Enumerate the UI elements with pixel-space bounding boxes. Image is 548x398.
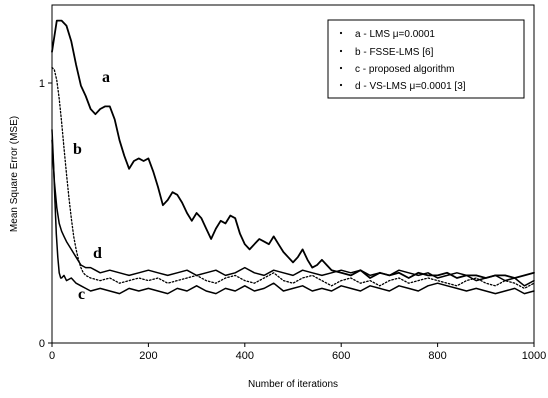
legend-marker-c bbox=[339, 66, 343, 70]
x-tick-label: 0 bbox=[49, 350, 55, 362]
x-tick-label: 400 bbox=[236, 350, 254, 362]
y-axis-label: Mean Square Error (MSE) bbox=[9, 116, 20, 232]
curve-label-c: c bbox=[78, 286, 85, 303]
curve-label-b: b bbox=[73, 141, 82, 158]
x-tick-label: 1000 bbox=[522, 350, 546, 362]
legend-marker-b bbox=[339, 49, 343, 53]
series-line-b bbox=[51, 66, 535, 290]
y-tick-label: 1 bbox=[39, 78, 45, 90]
series-line-d bbox=[51, 139, 535, 287]
y-tick-label: 0 bbox=[39, 338, 45, 350]
series-line-a bbox=[51, 19, 535, 279]
legend-box bbox=[327, 19, 525, 99]
legend-entry-b: b - FSSE-LMS [6] bbox=[355, 47, 434, 58]
x-axis: 0 200 400 600 800 1000 bbox=[49, 343, 546, 362]
curve-label-d: d bbox=[93, 245, 102, 262]
x-tick-label: 600 bbox=[332, 350, 350, 362]
series-line-c bbox=[51, 129, 535, 295]
legend: a - LMS μ=0.0001 b - FSSE-LMS [6] c - pr… bbox=[327, 19, 525, 99]
x-tick-label: 200 bbox=[139, 350, 157, 362]
x-axis-label: Number of iterations bbox=[248, 379, 338, 390]
legend-entry-c: c - proposed algorithm bbox=[355, 64, 455, 75]
legend-entry-d: d - VS-LMS μ=0.0001 [3] bbox=[355, 81, 466, 92]
series-layer bbox=[51, 19, 535, 295]
legend-marker-a bbox=[339, 31, 343, 35]
y-axis: 01 bbox=[39, 78, 52, 350]
curve-label-a: a bbox=[102, 69, 110, 86]
x-tick-label: 800 bbox=[428, 350, 446, 362]
legend-entry-a: a - LMS μ=0.0001 bbox=[355, 29, 435, 40]
legend-marker-d bbox=[339, 83, 343, 87]
